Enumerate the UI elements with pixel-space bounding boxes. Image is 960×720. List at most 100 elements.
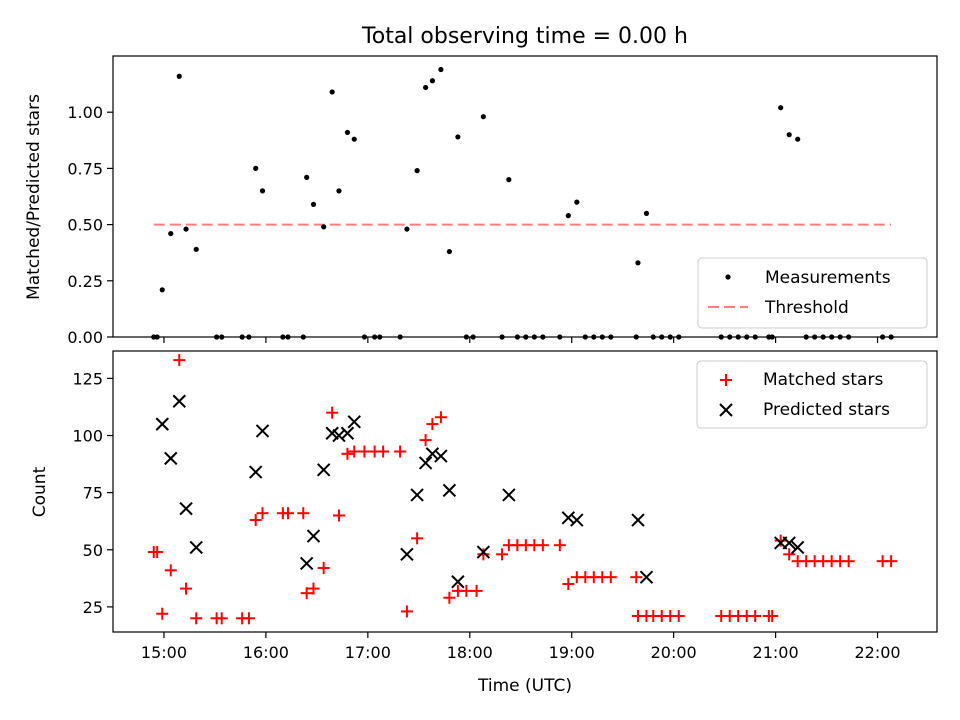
matched-star-point bbox=[496, 548, 509, 561]
measurement-point bbox=[404, 226, 410, 232]
top-y-tick-label: 0.25 bbox=[67, 272, 103, 291]
predicted-star-point bbox=[639, 570, 654, 584]
matched-star-point bbox=[470, 584, 483, 597]
matched-star-point bbox=[151, 546, 164, 559]
measurement-point bbox=[159, 287, 165, 293]
matched-star-point bbox=[766, 610, 779, 623]
measurement-point bbox=[795, 136, 801, 142]
predicted-star-point bbox=[332, 428, 346, 443]
measurement-point bbox=[176, 73, 182, 79]
predicted-star-point bbox=[631, 513, 645, 527]
matched-star-point bbox=[164, 564, 177, 577]
matched-star-point bbox=[842, 555, 855, 568]
bottom-y-tick-label: 75 bbox=[83, 484, 103, 503]
measurement-point bbox=[253, 165, 259, 171]
measurement-point bbox=[455, 134, 461, 140]
bottom-y-tick-label: 25 bbox=[83, 598, 103, 617]
x-tick-label: 15:00 bbox=[141, 643, 187, 662]
measurement-point bbox=[336, 188, 342, 194]
bottom-y-axis-label: Count bbox=[30, 466, 50, 517]
predicted-star-point bbox=[442, 483, 457, 498]
top-legend: Measurements Threshold bbox=[697, 257, 928, 329]
matched-star-point bbox=[562, 578, 575, 591]
matched-star-point bbox=[553, 539, 566, 552]
matched-star-point bbox=[281, 507, 294, 520]
legend-measurements-label: Measurements bbox=[765, 268, 891, 288]
measurement-point bbox=[778, 105, 784, 111]
top-legend-box bbox=[697, 257, 928, 329]
matched-star-point bbox=[307, 582, 320, 595]
measurement-point bbox=[480, 114, 486, 120]
top-y-tick-label: 0.75 bbox=[67, 159, 103, 178]
matched-star-point bbox=[434, 411, 447, 424]
measurement-point bbox=[321, 224, 327, 230]
matched-star-point bbox=[885, 555, 898, 568]
matched-star-point bbox=[190, 612, 203, 625]
predicted-star-points bbox=[155, 394, 805, 589]
top-y-tick-label: 0.50 bbox=[67, 216, 103, 235]
measurement-point bbox=[643, 210, 650, 216]
predicted-star-point bbox=[347, 415, 361, 429]
predicted-star-point bbox=[155, 417, 169, 431]
measurement-point bbox=[304, 174, 310, 180]
x-tick-label: 21:00 bbox=[753, 643, 799, 662]
top-axes-frame bbox=[112, 55, 938, 338]
predicted-star-point bbox=[179, 501, 193, 516]
bottom-x-ticks: 15:00 16:00 17:00 18:00 19:00 20:00 21:00 22:00 bbox=[141, 632, 901, 662]
measurement-point bbox=[635, 260, 641, 266]
measurement-point bbox=[574, 199, 580, 205]
x-tick-label: 18:00 bbox=[447, 643, 493, 662]
matched-star-point bbox=[256, 507, 269, 520]
matched-star-point bbox=[774, 534, 787, 547]
top-panel: Matched/Predicted stars 0.00 0.25 0.50 0.75… bbox=[24, 55, 938, 347]
predicted-star-point bbox=[306, 529, 321, 543]
predicted-star-point bbox=[189, 540, 203, 555]
legend-measurements-marker bbox=[725, 274, 731, 280]
matched-star-points bbox=[147, 354, 898, 625]
matched-star-point bbox=[242, 612, 255, 625]
measurement-point bbox=[259, 188, 266, 194]
predicted-star-point bbox=[434, 449, 448, 463]
matched-star-point bbox=[400, 605, 413, 618]
matched-star-point bbox=[300, 587, 313, 600]
x-tick-label: 17:00 bbox=[345, 643, 391, 662]
measurement-point bbox=[183, 226, 189, 232]
predicted-star-point bbox=[316, 463, 331, 477]
matched-star-point bbox=[672, 610, 685, 623]
matched-star-point bbox=[604, 571, 617, 584]
matched-star-point bbox=[411, 532, 424, 545]
matched-star-point bbox=[348, 445, 361, 458]
measurement-point bbox=[446, 248, 452, 255]
matched-star-point bbox=[358, 445, 371, 458]
measurement-point bbox=[414, 168, 420, 174]
predicted-star-point bbox=[172, 394, 186, 408]
x-axis-label: Time (UTC) bbox=[477, 676, 572, 696]
measurement-point bbox=[565, 213, 571, 219]
predicted-star-point bbox=[782, 536, 796, 550]
matched-star-point bbox=[394, 445, 407, 458]
matched-star-point bbox=[536, 539, 549, 552]
legend-predicted-label: Predicted stars bbox=[763, 400, 890, 420]
measurement-point bbox=[438, 66, 444, 73]
predicted-star-point bbox=[400, 547, 414, 562]
bottom-y-tick-label: 50 bbox=[83, 541, 103, 560]
bottom-y-ticks: 25 50 75 100 125 bbox=[72, 369, 113, 617]
predicted-star-point bbox=[476, 545, 491, 559]
predicted-star-point bbox=[418, 456, 433, 470]
predicted-star-point bbox=[255, 424, 270, 438]
predicted-star-point bbox=[340, 426, 355, 440]
top-y-ticks: 0.00 0.25 0.50 0.75 1.00 bbox=[67, 103, 113, 347]
matched-star-point bbox=[443, 591, 456, 604]
x-tick-label: 19:00 bbox=[549, 643, 595, 662]
measurement-point bbox=[310, 201, 317, 207]
matched-star-point bbox=[477, 548, 490, 561]
predicted-star-point bbox=[502, 488, 516, 502]
predicted-star-point bbox=[410, 488, 424, 502]
matched-star-point bbox=[332, 509, 345, 522]
bottom-y-tick-label: 125 bbox=[72, 369, 103, 388]
legend-matched-label: Matched stars bbox=[763, 370, 883, 390]
predicted-star-point bbox=[451, 575, 465, 589]
matched-star-point bbox=[297, 507, 310, 520]
x-tick-label: 16:00 bbox=[243, 643, 289, 662]
